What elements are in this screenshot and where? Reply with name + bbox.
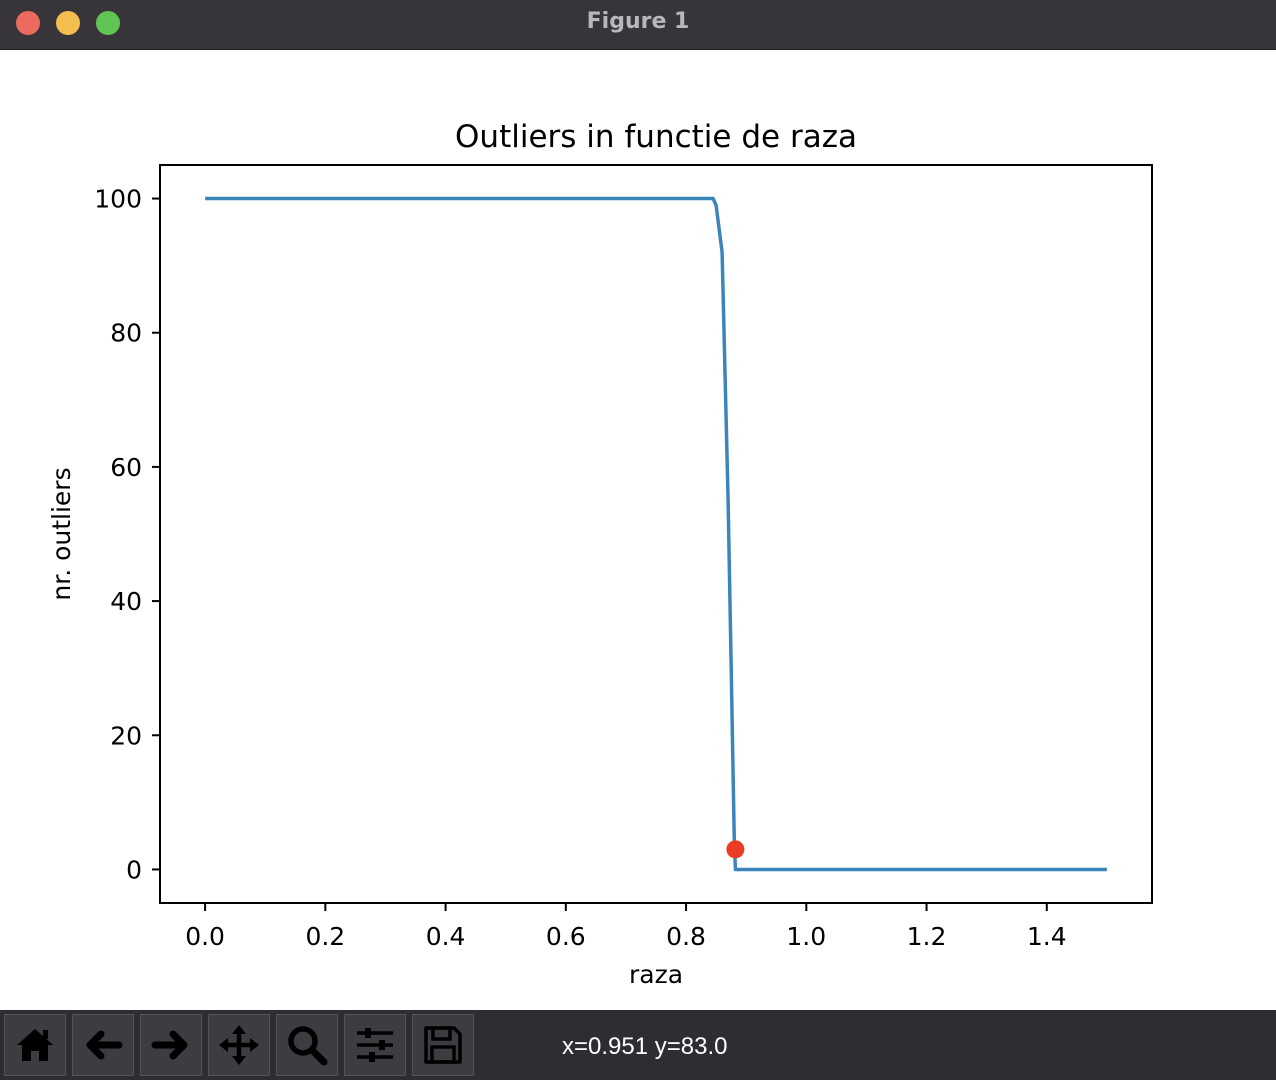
y-tick-label: 60 <box>110 453 142 482</box>
x-tick-label: 0.6 <box>546 922 586 951</box>
move-icon <box>219 1025 259 1065</box>
y-tick-label: 80 <box>110 319 142 348</box>
x-tick-label: 1.0 <box>786 922 826 951</box>
y-axis-label: nr. outliers <box>47 467 76 600</box>
home-icon <box>17 1029 53 1061</box>
navigation-toolbar <box>0 1010 1276 1080</box>
zoom-button[interactable] <box>276 1014 338 1076</box>
y-tick-label: 40 <box>110 587 142 616</box>
maximize-window-button[interactable] <box>96 11 120 35</box>
minimize-window-button[interactable] <box>56 11 80 35</box>
back-button[interactable] <box>72 1014 134 1076</box>
forward-button[interactable] <box>140 1014 202 1076</box>
x-tick-label: 0.8 <box>666 922 706 951</box>
configure-subplots-button[interactable] <box>344 1014 406 1076</box>
x-tick-label: 1.2 <box>907 922 947 951</box>
y-tick-label: 100 <box>94 185 142 214</box>
x-axis-label: raza <box>629 960 683 989</box>
arrow-left-icon <box>86 1030 123 1060</box>
window-titlebar: Figure 1 <box>0 0 1276 50</box>
close-window-button[interactable] <box>16 11 40 35</box>
cursor-coordinates: x=0.951 y=83.0 <box>562 1033 728 1060</box>
figure-canvas[interactable]: Outliers in functie de raza 0.0 0.2 0.4 0.6 0… <box>0 50 1276 1010</box>
home-button[interactable] <box>4 1014 66 1076</box>
plot-frame <box>159 164 1153 904</box>
x-tick-label: 1.4 <box>1027 922 1067 951</box>
magnifier-icon <box>288 1026 328 1066</box>
x-tick-label: 0.4 <box>426 922 466 951</box>
sliders-icon <box>357 1028 393 1062</box>
window-title: Figure 1 <box>586 9 690 34</box>
arrow-right-icon <box>151 1030 188 1060</box>
y-tick-label: 0 <box>126 855 142 884</box>
series-line <box>205 196 1107 872</box>
highlight-point <box>726 840 745 859</box>
save-button[interactable] <box>412 1014 474 1076</box>
x-tick-label: 0.0 <box>185 922 225 951</box>
pan-button[interactable] <box>208 1014 270 1076</box>
floppy-disk-icon <box>424 1026 462 1064</box>
y-tick-label: 20 <box>110 721 142 750</box>
x-tick-label: 0.2 <box>305 922 345 951</box>
chart-title: Outliers in functie de raza <box>455 119 857 155</box>
chart: Outliers in functie de raza 0.0 0.2 0.4 0.6 0… <box>47 119 1153 989</box>
